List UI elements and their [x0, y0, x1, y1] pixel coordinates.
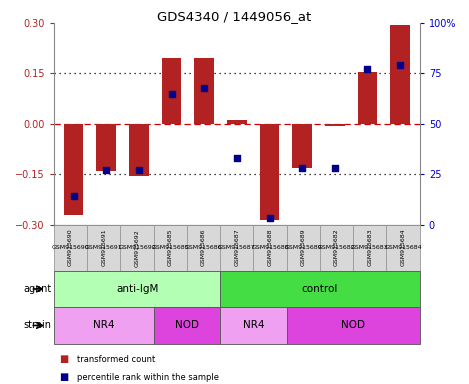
- Bar: [64, 124, 83, 215]
- Text: NR4: NR4: [93, 320, 114, 331]
- Text: GSM915683: GSM915683: [367, 229, 372, 266]
- Text: GSM915684: GSM915684: [401, 229, 406, 266]
- Text: GSM915692: GSM915692: [118, 245, 156, 250]
- Point: [135, 167, 143, 173]
- Text: GSM915682: GSM915682: [334, 229, 339, 266]
- Point: [168, 91, 175, 97]
- Bar: [162, 58, 182, 124]
- Point: [364, 66, 371, 73]
- Point: [102, 167, 110, 173]
- Point: [233, 155, 241, 161]
- Bar: [97, 124, 116, 171]
- Text: GSM915687: GSM915687: [218, 245, 256, 250]
- Point: [396, 62, 404, 68]
- Text: GSM915685: GSM915685: [151, 245, 189, 250]
- Bar: [129, 124, 149, 176]
- Text: GDS4340 / 1449056_at: GDS4340 / 1449056_at: [158, 10, 311, 23]
- Text: GSM915691: GSM915691: [85, 245, 122, 250]
- Text: GSM915686: GSM915686: [185, 245, 222, 250]
- Text: NOD: NOD: [341, 320, 365, 331]
- Text: GSM915689: GSM915689: [285, 245, 322, 250]
- Bar: [390, 25, 410, 124]
- Text: agent: agent: [23, 284, 52, 294]
- Text: GSM915690: GSM915690: [68, 229, 73, 266]
- Text: GSM915688: GSM915688: [251, 245, 289, 250]
- Text: GSM915686: GSM915686: [201, 229, 206, 266]
- Point: [298, 165, 306, 171]
- Text: ■: ■: [59, 354, 68, 364]
- Bar: [260, 124, 280, 220]
- Text: GSM915685: GSM915685: [168, 229, 173, 266]
- Text: transformed count: transformed count: [77, 354, 156, 364]
- Bar: [292, 124, 312, 167]
- Text: GSM915690: GSM915690: [52, 245, 90, 250]
- Text: ■: ■: [59, 372, 68, 382]
- Text: GSM915689: GSM915689: [301, 229, 306, 266]
- Text: strain: strain: [23, 320, 52, 331]
- Text: GSM915683: GSM915683: [351, 245, 389, 250]
- Point: [200, 84, 208, 91]
- Text: GSM915688: GSM915688: [268, 229, 272, 266]
- Text: GSM915692: GSM915692: [135, 229, 140, 266]
- Point: [70, 194, 77, 200]
- Text: percentile rank within the sample: percentile rank within the sample: [77, 373, 219, 382]
- Text: GSM915691: GSM915691: [101, 229, 106, 266]
- Bar: [325, 124, 345, 126]
- Text: GSM915682: GSM915682: [318, 245, 356, 250]
- Text: anti-IgM: anti-IgM: [116, 284, 158, 294]
- Point: [266, 215, 273, 221]
- Point: [331, 165, 339, 171]
- Text: NR4: NR4: [243, 320, 264, 331]
- Text: GSM915684: GSM915684: [384, 245, 422, 250]
- Text: NOD: NOD: [175, 320, 199, 331]
- Bar: [358, 72, 377, 124]
- Bar: [194, 58, 214, 124]
- Text: GSM915687: GSM915687: [234, 229, 239, 266]
- Bar: [227, 121, 247, 124]
- Text: control: control: [302, 284, 338, 294]
